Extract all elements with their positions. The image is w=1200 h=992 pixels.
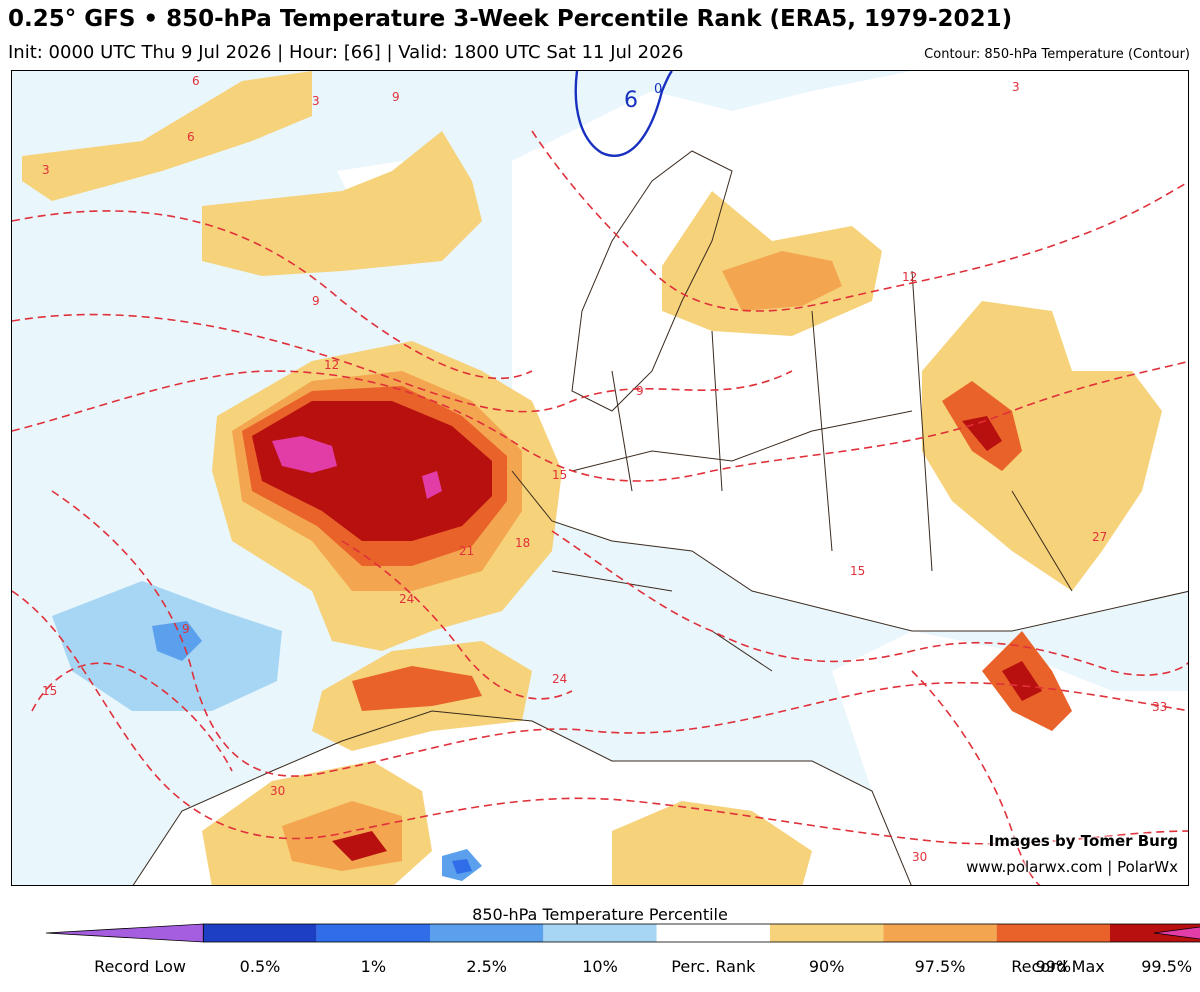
cold-anomaly-atlantic-core — [152, 621, 202, 661]
border-lines — [551, 270, 1073, 672]
credit-author: Images by Tomer Burg — [988, 832, 1178, 850]
colorbar-title: 850-hPa Temperature Percentile — [472, 905, 728, 924]
colorbar-outline — [202, 923, 1200, 943]
contour-line — [31, 662, 233, 772]
colorbar-segment — [430, 924, 544, 942]
contour-line — [12, 210, 533, 380]
coastline-africa — [132, 710, 912, 885]
contour-label: 9 — [182, 622, 190, 636]
colorbar-segment — [996, 924, 1110, 942]
map-canvas: 6 3 9 3 6 9 12 9 15 18 21 24 24 15 9 30 … — [12, 71, 1188, 885]
colorbar-label: 1% — [360, 957, 387, 976]
cold-anomaly-sahara-core — [452, 859, 472, 874]
warm-anomaly-greenland-sea — [202, 131, 482, 276]
contour-label: 6 — [187, 130, 195, 144]
contour-label: 30 — [912, 850, 927, 864]
colorbar-label: 99% — [1035, 957, 1072, 976]
colorbar-label: 10% — [582, 957, 618, 976]
colorbar-label: 90% — [808, 957, 845, 976]
contour-label: 15 — [42, 684, 57, 698]
colorbar-segment — [316, 924, 430, 942]
contour-label: 24 — [552, 672, 567, 686]
contour-label: 30 — [270, 784, 285, 798]
colorbar-label: Record Low — [94, 957, 186, 976]
colorbar-label: Perc. Rank — [671, 957, 756, 976]
warm-anomaly-egypt — [612, 801, 812, 885]
warm-anomaly-north-africa-red — [352, 666, 482, 711]
colorbar-segment — [883, 924, 997, 942]
contour-label: 12 — [324, 358, 339, 372]
contour-label: 15 — [552, 468, 567, 482]
warm-anomaly-caucasus — [922, 301, 1162, 591]
colorbar-label: 0.5% — [239, 957, 281, 976]
contour-line — [12, 590, 1188, 845]
colorbar-segment — [1153, 926, 1200, 940]
contour-label-cold: 6 — [624, 88, 638, 113]
contour-labels: 6 3 9 3 6 9 12 9 15 18 21 24 24 15 9 30 … — [42, 74, 1167, 864]
warm-anomaly-west-europe-darkred — [252, 401, 492, 541]
contour-line-cold — [574, 71, 673, 157]
contour-label: 27 — [1092, 530, 1107, 544]
credit-website: www.polarwx.com | PolarWx — [966, 858, 1178, 876]
land-scandinavia — [572, 151, 732, 411]
cold-contour — [574, 71, 673, 157]
contour-label-cold: 0 — [654, 82, 662, 97]
warm-anomaly-north — [22, 71, 312, 201]
contour-line — [531, 130, 1188, 312]
cold-contour-labels: 6 0 — [624, 82, 662, 113]
colorbar-label: 99.5% — [1141, 957, 1193, 976]
contour-label: 3 — [1012, 80, 1020, 94]
warm-anomaly-russia-core — [722, 251, 842, 311]
percentile-shading — [22, 71, 1162, 885]
record-max-alps — [422, 471, 442, 499]
colorbar-label: 2.5% — [466, 957, 507, 976]
contour-label: 3 — [42, 163, 50, 177]
colorbar-segment — [45, 923, 204, 943]
colorbar-segment — [656, 924, 770, 942]
contour-line — [51, 490, 1188, 777]
contour-line — [911, 670, 1041, 885]
colorbar-label: 97.5% — [914, 957, 966, 976]
warm-anomaly-sahara-darkred — [332, 831, 387, 861]
map-panel: 6 3 9 3 6 9 12 9 15 18 21 24 24 15 9 30 … — [11, 70, 1189, 886]
contour-label: 15 — [850, 564, 865, 578]
coastline-europe — [511, 470, 1188, 632]
contour-note: Contour: 850-hPa Temperature (Contour) — [924, 47, 1190, 62]
contour-line — [551, 530, 1188, 676]
colorbar-label: Record Max — [1011, 957, 1105, 976]
contour-line — [341, 540, 573, 700]
colorbar-segment — [543, 924, 657, 942]
coastline-scandinavia — [571, 150, 733, 412]
contour-label: 33 — [1152, 700, 1167, 714]
run-info: Init: 0000 UTC Thu 9 Jul 2026 | Hour: [6… — [8, 42, 684, 63]
record-max-france — [272, 436, 337, 473]
land-arabia — [832, 631, 1188, 885]
contour-label: 6 — [192, 74, 200, 88]
warm-anomaly-iran-darkred — [1002, 661, 1042, 701]
colorbar-segments — [45, 923, 1200, 943]
contour-label: 21 — [459, 544, 474, 558]
contour-label: 24 — [399, 592, 414, 606]
temperature-contours — [12, 130, 1188, 885]
contour-label: 9 — [312, 294, 320, 308]
map-title: 0.25° GFS • 850-hPa Temperature 3-Week P… — [8, 6, 1013, 32]
colorbar — [45, 923, 1200, 943]
contour-label: 3 — [312, 94, 320, 108]
contour-line — [12, 313, 793, 413]
contour-label: 9 — [636, 384, 644, 398]
contour-line — [12, 360, 1188, 482]
colorbar-segment — [203, 924, 317, 942]
contour-label: 12 — [902, 270, 917, 284]
country-borders — [132, 150, 1188, 885]
colorbar-segment — [770, 924, 884, 942]
contour-label: 9 — [392, 90, 400, 104]
contour-label: 18 — [515, 536, 530, 550]
